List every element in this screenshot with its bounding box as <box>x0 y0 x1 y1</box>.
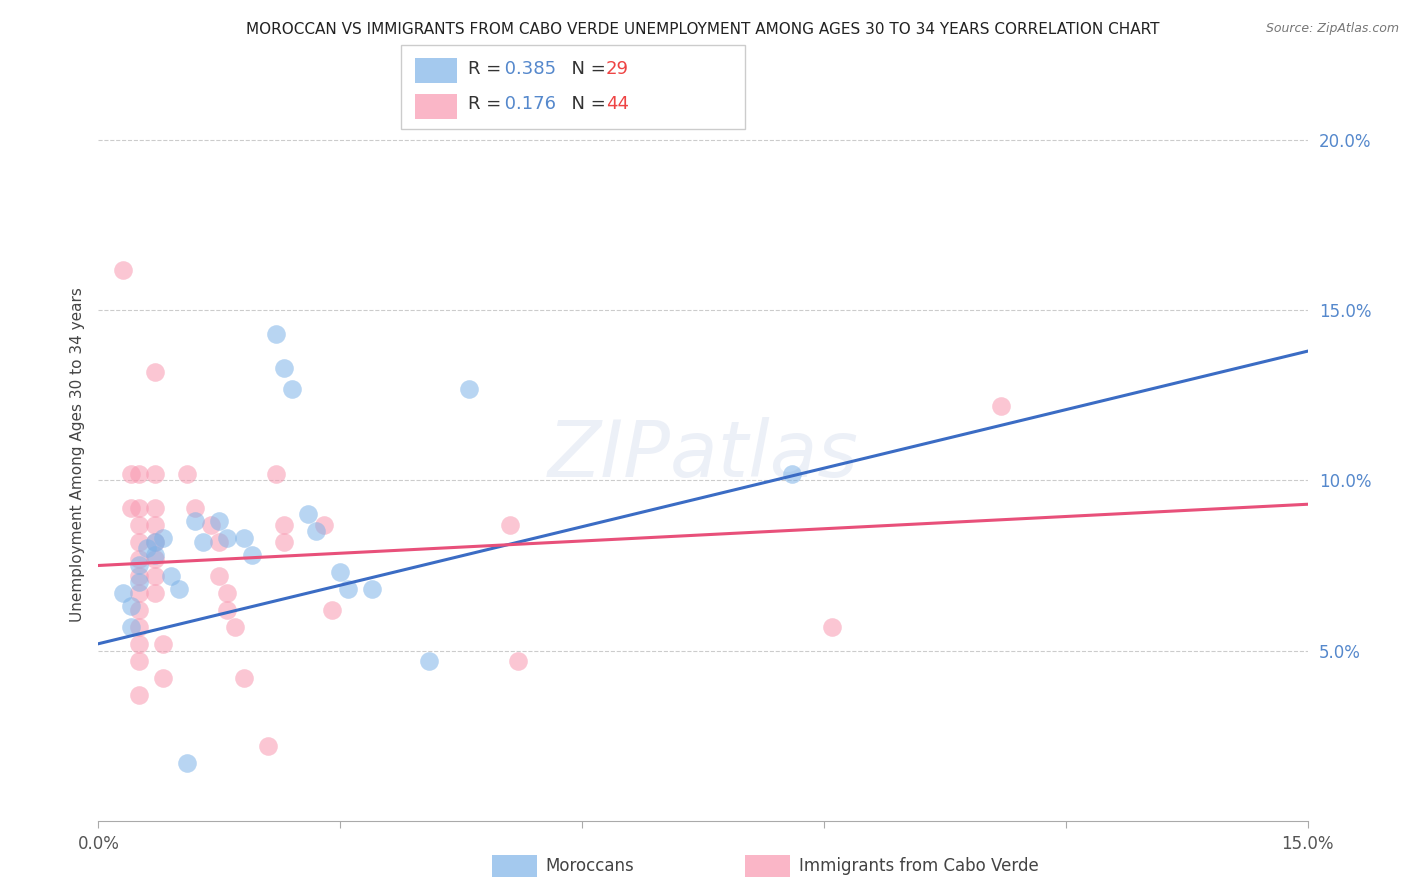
Point <box>184 514 207 528</box>
Text: MOROCCAN VS IMMIGRANTS FROM CABO VERDE UNEMPLOYMENT AMONG AGES 30 TO 34 YEARS CO: MOROCCAN VS IMMIGRANTS FROM CABO VERDE U… <box>246 22 1160 37</box>
Point <box>176 467 198 481</box>
Point <box>232 671 254 685</box>
Point <box>232 531 254 545</box>
Text: Source: ZipAtlas.com: Source: ZipAtlas.com <box>1265 22 1399 36</box>
Point <box>256 739 278 753</box>
Point <box>111 585 134 599</box>
Point <box>120 599 142 614</box>
Point <box>143 500 166 515</box>
Text: Immigrants from Cabo Verde: Immigrants from Cabo Verde <box>799 857 1039 875</box>
Point <box>297 508 319 522</box>
Point <box>458 382 481 396</box>
Point <box>128 654 150 668</box>
Point <box>143 534 166 549</box>
Point <box>224 620 246 634</box>
Point <box>143 365 166 379</box>
Point <box>160 568 183 582</box>
Point <box>361 582 384 597</box>
Text: 0.176: 0.176 <box>499 95 557 113</box>
Point <box>143 549 166 563</box>
Point <box>128 568 150 582</box>
Y-axis label: Unemployment Among Ages 30 to 34 years: Unemployment Among Ages 30 to 34 years <box>69 287 84 623</box>
Point <box>128 500 150 515</box>
Point <box>143 585 166 599</box>
Point <box>337 582 360 597</box>
Point <box>111 262 134 277</box>
Point <box>120 500 142 515</box>
Point <box>152 637 174 651</box>
Point <box>143 467 166 481</box>
Point <box>128 637 150 651</box>
Point <box>498 517 520 532</box>
Text: 44: 44 <box>606 95 628 113</box>
Point <box>152 531 174 545</box>
Point <box>128 620 150 634</box>
Point <box>128 534 150 549</box>
Text: 0.385: 0.385 <box>499 60 557 78</box>
Point <box>273 517 295 532</box>
Text: N =: N = <box>560 95 612 113</box>
Point <box>264 327 287 342</box>
Point <box>217 531 239 545</box>
Point <box>314 517 336 532</box>
Point <box>208 534 231 549</box>
Point <box>273 361 295 376</box>
Point <box>329 566 352 580</box>
Point <box>281 382 304 396</box>
Point <box>128 467 150 481</box>
Point <box>128 585 150 599</box>
Point <box>128 688 150 702</box>
Point <box>200 517 222 532</box>
Point <box>135 541 157 556</box>
Point <box>273 534 295 549</box>
Point <box>176 756 198 770</box>
Point <box>120 620 142 634</box>
Point <box>152 671 174 685</box>
Point <box>128 575 150 590</box>
Point <box>240 549 263 563</box>
Point <box>780 467 803 481</box>
Point <box>208 514 231 528</box>
Point <box>821 620 844 634</box>
Point <box>193 534 215 549</box>
Point <box>506 654 529 668</box>
Point <box>321 603 343 617</box>
Point <box>418 654 440 668</box>
Point <box>143 568 166 582</box>
Point <box>120 467 142 481</box>
Text: Moroccans: Moroccans <box>546 857 634 875</box>
Text: N =: N = <box>560 60 612 78</box>
Point <box>208 568 231 582</box>
Point <box>264 467 287 481</box>
Point <box>143 517 166 532</box>
Point <box>128 551 150 566</box>
Point <box>143 551 166 566</box>
Point <box>143 534 166 549</box>
Point <box>217 585 239 599</box>
Point <box>128 517 150 532</box>
Point <box>128 603 150 617</box>
Point <box>128 558 150 573</box>
Text: R =: R = <box>468 95 508 113</box>
Text: ZIPatlas: ZIPatlas <box>547 417 859 493</box>
Point <box>990 399 1012 413</box>
Text: R =: R = <box>468 60 508 78</box>
Point <box>217 603 239 617</box>
Point <box>184 500 207 515</box>
Point <box>305 524 328 539</box>
Point <box>167 582 190 597</box>
Text: 29: 29 <box>606 60 628 78</box>
